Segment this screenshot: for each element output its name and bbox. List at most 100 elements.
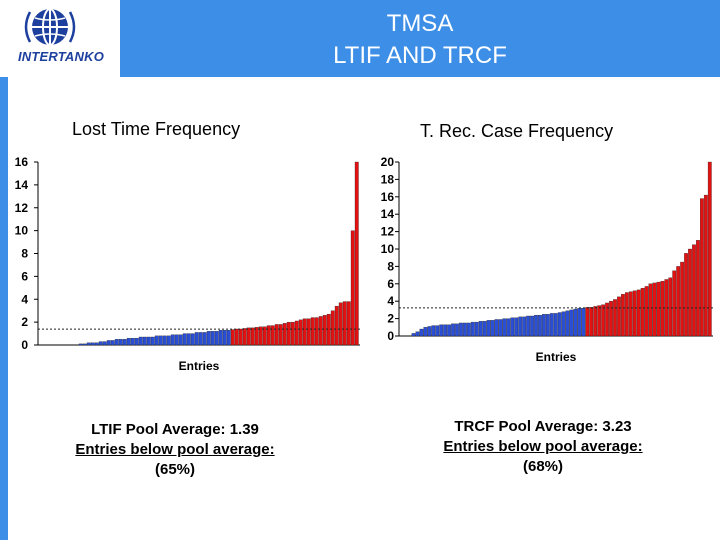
trcf-bar — [498, 319, 503, 337]
logo-text: INTERTANKO — [17, 49, 105, 64]
trcf-percentage: (68%) — [522, 458, 563, 475]
trcf-bar — [585, 307, 590, 337]
ltif-bar — [178, 334, 183, 346]
ltif-bar — [246, 327, 251, 346]
trcf-bar — [518, 316, 523, 337]
ltif-bar — [322, 315, 327, 346]
ltif-bar — [126, 337, 131, 346]
ltif-stats: LTIF Pool Average: 1.39 Entries below po… — [30, 420, 320, 480]
trcf-bar — [640, 287, 645, 337]
trcf-bar — [707, 161, 712, 337]
ltif-bar — [250, 327, 255, 346]
trcf-bar — [589, 307, 594, 337]
trcf-tick-label: 6 — [387, 277, 394, 291]
trcf-bar — [700, 198, 704, 337]
ltif-bar — [350, 230, 355, 346]
ltif-bar — [122, 339, 127, 346]
trcf-bar — [621, 294, 625, 337]
ltif-bar — [214, 331, 219, 346]
ltif-bar — [102, 341, 107, 346]
left-accent-bar — [0, 77, 8, 540]
trcf-bar — [542, 314, 546, 337]
ltif-bar — [194, 332, 199, 346]
trcf-bar — [470, 321, 475, 337]
ltif-tick-label: 8 — [21, 247, 28, 261]
ltif-x-axis-label: Entries — [179, 359, 220, 373]
trcf-bar — [573, 308, 578, 337]
trcf-bar — [502, 318, 507, 337]
trcf-bar — [644, 286, 649, 337]
trcf-bar — [609, 301, 613, 337]
ltif-bar — [278, 324, 283, 346]
ltif-tick-label: 12 — [15, 201, 29, 215]
ltif-bar — [134, 337, 139, 346]
ltif-bar — [162, 335, 167, 346]
trcf-bar — [613, 299, 617, 337]
trcf-bar — [534, 314, 538, 337]
trcf-bar — [447, 324, 451, 337]
trcf-bar — [451, 323, 455, 337]
globe-icon — [24, 8, 76, 46]
trcf-pool-average: TRCF Pool Average: 3.23 — [454, 418, 632, 435]
ltif-tick-label: 14 — [15, 178, 29, 192]
ltif-bar — [294, 320, 299, 346]
trcf-bar — [482, 321, 487, 337]
ltif-bar — [202, 332, 207, 346]
ltif-bar — [262, 326, 267, 346]
ltif-bar — [302, 318, 307, 346]
title-line-2: LTIF AND TRCF — [333, 42, 507, 69]
ltif-bar — [198, 332, 203, 346]
trcf-x-axis-label: Entries — [536, 350, 577, 364]
ltif-bar — [210, 331, 215, 346]
ltif-bar — [346, 301, 351, 346]
trcf-chart-title: T. Rec. Case Frequency — [420, 121, 614, 141]
trcf-bar — [605, 302, 609, 337]
trcf-bar — [553, 313, 558, 337]
trcf-bar — [703, 194, 708, 337]
trcf-tick-label: 14 — [381, 207, 395, 221]
trcf-bar — [455, 323, 459, 337]
trcf-bar — [565, 310, 570, 337]
ltif-bar — [270, 325, 275, 346]
ltif-bar — [106, 340, 111, 346]
trcf-bar — [423, 327, 428, 337]
trcf-tick-label: 16 — [381, 190, 395, 204]
trcf-tick-label: 4 — [387, 294, 394, 308]
trcf-bar — [577, 308, 582, 337]
trcf-bar — [688, 248, 692, 337]
trcf-bar — [419, 328, 424, 337]
trcf-bar — [636, 289, 641, 337]
ltif-bar — [234, 328, 239, 346]
trcf-bar — [684, 253, 688, 337]
ltif-bar — [310, 317, 315, 346]
trcf-tick-label: 20 — [381, 155, 395, 169]
trcf-bar — [526, 315, 530, 337]
logo: INTERTANKO — [0, 0, 120, 77]
ltif-bar — [142, 336, 147, 346]
ltif-bar — [338, 302, 343, 346]
ltif-bar — [166, 335, 171, 346]
trcf-tick-label: 18 — [381, 172, 395, 186]
trcf-bar — [581, 308, 586, 337]
trcf-bar — [696, 240, 700, 337]
trcf-bar — [439, 324, 444, 337]
trcf-bar — [676, 266, 681, 337]
ltif-bar — [334, 305, 339, 346]
ltif-bar — [78, 343, 83, 346]
ltif-bar — [174, 334, 179, 346]
trcf-bar — [510, 317, 515, 337]
ltif-bar — [146, 336, 151, 346]
trcf-bar — [628, 291, 633, 337]
trcf-bar — [463, 322, 467, 337]
trcf-bar — [443, 324, 448, 337]
trcf-bar — [597, 305, 602, 337]
trcf-bar — [530, 315, 534, 337]
trcf-bar — [561, 311, 566, 337]
ltif-bar — [90, 342, 95, 346]
ltif-bar — [266, 325, 271, 346]
ltif-tick-label: 4 — [21, 292, 28, 306]
ltif-bar — [282, 323, 287, 346]
trcf-bar — [672, 270, 677, 337]
trcf-bar — [506, 318, 511, 337]
